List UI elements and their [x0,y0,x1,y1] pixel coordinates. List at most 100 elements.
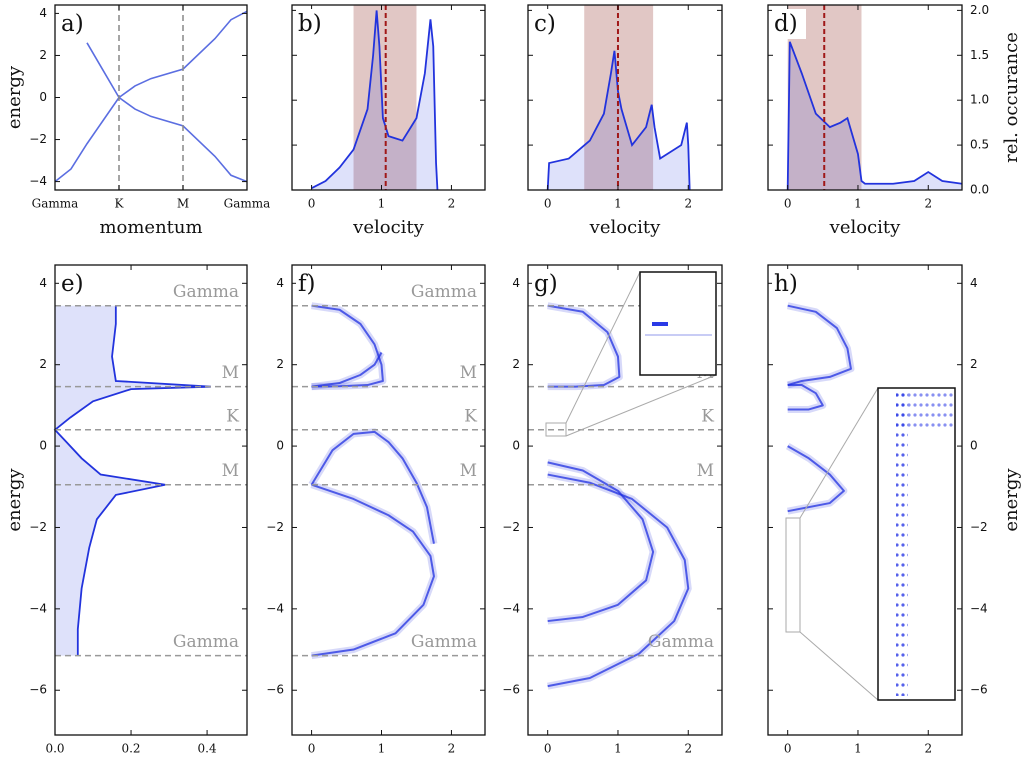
zoom-line [799,387,879,519]
y-tick-label: 4 [512,276,520,290]
state-curve [787,384,824,411]
panel-label-bg [772,269,806,299]
panel-label: d) [774,11,798,37]
panel-label: a) [61,11,84,37]
band-line [54,96,248,183]
panel: 0 1 2 4 2 0 −2 −4 −6 h) velocity energy [767,264,1022,764]
frame [527,4,723,191]
x-tick-label: 0 [784,197,792,211]
y-tick-label: 4 [970,276,978,290]
h-line-label: Gamma [173,632,239,652]
area-fill [787,41,962,190]
frame [767,4,963,191]
x-tick-label: M [177,197,189,211]
panel-label: h) [774,271,798,297]
x-tick-label: 2 [924,197,932,211]
y-tick-label: 0.5 [970,138,989,152]
zoom-line [565,374,717,437]
state-cloud [785,443,848,515]
x-tick-label: 0.0 [45,742,64,756]
panel-label-bg [296,9,330,39]
inset-h [785,387,956,701]
state-curve [310,430,435,544]
panel-label: g) [534,271,558,297]
h-line-label: K [226,406,239,426]
y-tick-label: −4 [266,601,284,615]
state-cloud [547,471,692,690]
state-curve [547,461,655,623]
y-tick-label: −2 [29,132,47,146]
y-tick-label: 4 [39,276,47,290]
y-tick-label: −2 [970,520,988,534]
state-curve [787,304,852,387]
band-line [86,10,248,99]
x-tick-label: 1 [378,742,386,756]
y-axis-label: energy [1001,468,1022,532]
state-curve [547,304,621,388]
h-line-label: Gamma [411,632,477,652]
y-axis-label: energy [4,468,25,532]
x-axis-label: velocity [352,217,424,238]
y-tick-label: 1.0 [970,93,989,107]
state-curve [547,473,690,688]
y-tick-label: 0 [512,439,520,453]
x-tick-label: 1 [614,742,622,756]
x-tick-label: 0 [544,742,552,756]
zoom-box [545,422,567,437]
y-tick-label: 2.0 [970,3,989,17]
x-tick-label: 2 [448,197,456,211]
state-curve [311,304,384,388]
y-axis-label: rel. occurance [1001,32,1022,163]
histogram-line [311,10,439,191]
x-axis-label: DOS [130,762,172,764]
histogram-line [546,50,691,191]
y-tick-label: 0 [970,439,978,453]
y-tick-label: 0 [276,439,284,453]
frame [291,4,486,191]
x-tick-label: 0 [308,742,316,756]
y-tick-label: 0 [39,439,47,453]
histogram-line [786,41,963,191]
y-tick-label: 2 [39,357,47,371]
panel-label-bg [532,9,566,39]
h-line-label: M [460,363,477,383]
y-tick-label: 2 [970,357,978,371]
y-tick-label: 2 [512,357,520,371]
x-tick-label: 2 [684,742,692,756]
frame [767,264,963,736]
y-tick-label: −4 [502,601,520,615]
zoom-line [799,631,879,701]
inset-g [545,271,717,437]
panel-label-bg [59,9,93,39]
panel-label-bg [296,269,330,299]
frame [527,264,723,736]
y-tick-label: −4 [29,601,47,615]
x-tick-label: 0.4 [198,742,217,756]
inset-feature [896,392,954,428]
y-tick-label: 2 [39,48,47,62]
y-tick-label: −6 [502,683,520,697]
state-curve [787,445,845,513]
y-tick-label: −6 [266,683,284,697]
h-line-label: M [697,461,714,481]
x-tick-label: 0 [308,197,316,211]
x-tick-label: 1 [378,197,386,211]
panel-label: e) [61,271,84,297]
state-curve [311,351,383,388]
state-cloud [311,302,387,391]
x-tick-label: Gamma [32,197,79,211]
y-tick-label: 4 [39,6,47,20]
y-tick-label: −2 [502,520,520,534]
area-fill [311,10,438,190]
y-tick-label: 1.5 [970,48,989,62]
h-line-label: K [464,406,477,426]
x-tick-label: 2 [924,742,932,756]
y-tick-label: 4 [276,276,284,290]
x-tick-label: 0.2 [121,742,140,756]
panel-label: b) [298,11,322,37]
h-line-label: Gamma [173,282,239,302]
x-axis-label: velocity [589,217,661,238]
h-line-label: K [701,406,714,426]
state-curve [311,483,435,657]
